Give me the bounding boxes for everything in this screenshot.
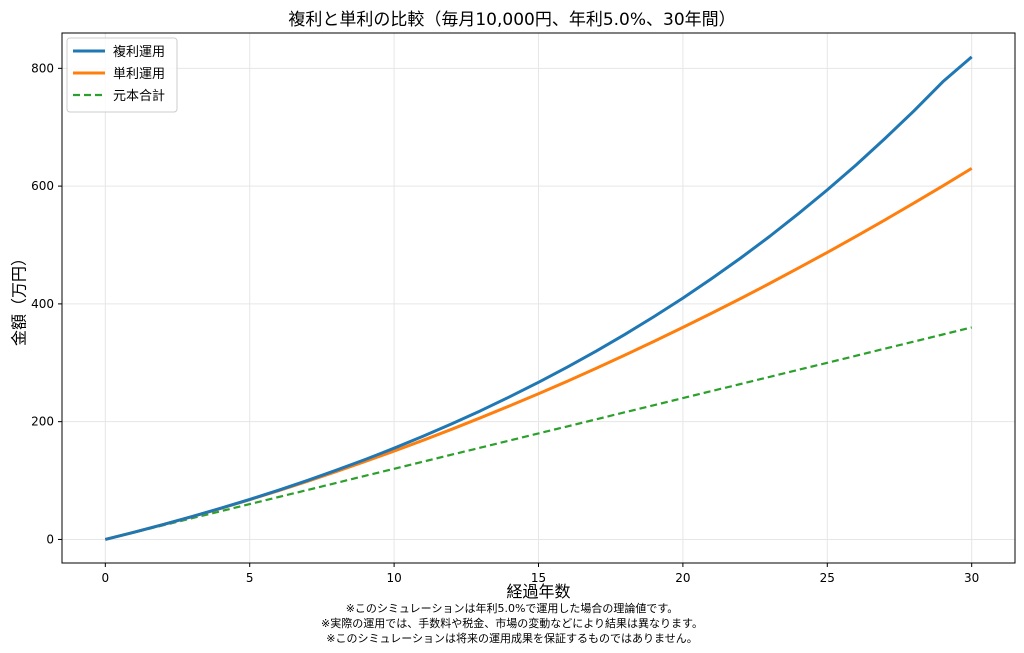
- chart-title: 複利と単利の比較（毎月10,000円、年利5.0%、30年間）: [288, 10, 736, 30]
- x-tick-label: 20: [675, 571, 690, 585]
- y-tick-label: 200: [31, 415, 54, 429]
- legend-label: 単利運用: [113, 66, 165, 82]
- grid: [62, 33, 1015, 563]
- y-axis-label: 金額（万円）: [10, 250, 29, 346]
- disclaimer-notes: ※このシミュレーションは年利5.0%で運用した場合の理論値です。 ※実際の運用で…: [0, 601, 1024, 646]
- x-tick-label: 30: [964, 571, 979, 585]
- note-line: ※実際の運用では、手数料や税金、市場の変動などにより結果は異なります。: [321, 617, 703, 630]
- y-tick-label: 0: [46, 532, 54, 546]
- series-line: [104, 55, 973, 541]
- y-tick-label: 600: [31, 179, 54, 193]
- legend-label: 複利運用: [113, 44, 165, 60]
- ticks-layer: 0 5 10 15 20 25 30 0 200 400 600 800: [31, 61, 979, 585]
- x-tick-label: 10: [386, 571, 401, 585]
- y-tick-label: 800: [31, 61, 54, 75]
- series-layer: [104, 55, 973, 541]
- note-line: ※このシミュレーションは将来の運用成果を保証するものではありません。: [326, 632, 698, 645]
- x-axis-label: 経過年数: [506, 582, 570, 601]
- legend-box: [66, 37, 178, 113]
- note-line: ※このシミュレーションは年利5.0%で運用した場合の理論値です。: [345, 602, 679, 615]
- y-tick-label: 400: [31, 297, 54, 311]
- x-tick-label: 5: [246, 571, 254, 585]
- x-tick-label: 25: [820, 571, 835, 585]
- x-tick-label: 0: [101, 571, 109, 585]
- series-line: [105, 326, 972, 541]
- x-tick-label: 15: [531, 571, 546, 585]
- legend-label: 元本合計: [113, 88, 165, 104]
